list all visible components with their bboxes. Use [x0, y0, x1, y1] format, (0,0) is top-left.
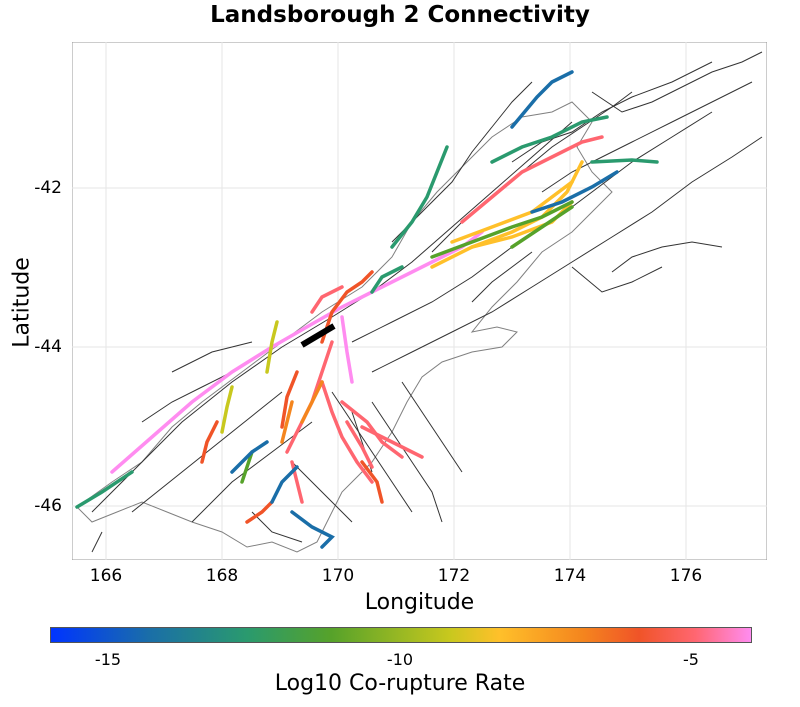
chart-title: Landsborough 2 Connectivity [210, 2, 590, 28]
x-tick-label: 170 [321, 566, 355, 586]
fault-trace [300, 380, 324, 424]
fault-trace [510, 205, 574, 249]
fault-trace [280, 400, 294, 444]
x-tick-label: 174 [553, 566, 587, 586]
colorbar-tick-label: -10 [386, 650, 414, 669]
fault-trace [510, 70, 574, 129]
y-tick-label: -44 [34, 337, 62, 357]
coastline [76, 101, 613, 553]
fault-trace [320, 270, 374, 344]
fault-trace [200, 420, 219, 464]
fault-trace [390, 145, 449, 249]
x-tick-label: 172 [437, 566, 471, 586]
fault-trace [360, 425, 424, 459]
fault-trace [290, 510, 335, 549]
fault-trace [430, 200, 574, 259]
colorbar [50, 627, 752, 643]
map-canvas[interactable] [72, 42, 767, 560]
fault-trace [460, 135, 604, 224]
fault-trace [310, 285, 344, 314]
fault-trace [270, 465, 299, 504]
fault-trace [345, 420, 374, 469]
fault-trace [370, 265, 404, 294]
fault-trace [490, 115, 609, 164]
fault-trace [360, 460, 384, 504]
fault-trace [75, 470, 134, 509]
fault-trace [530, 170, 619, 214]
fault-trace [590, 158, 659, 164]
map-panel[interactable] [72, 42, 767, 560]
fault-trace [230, 440, 269, 474]
fault-trace [320, 380, 374, 484]
fault-trace [265, 320, 279, 374]
source-fault [300, 323, 336, 348]
fault-trace [340, 315, 354, 384]
colorbar-label: Log10 Co-rupture Rate [274, 671, 526, 696]
x-tick-label: 176 [669, 566, 703, 586]
fault-trace [220, 385, 234, 434]
x-axis-label: Longitude [364, 590, 475, 615]
fault-trace [110, 230, 484, 474]
plot-frame [72, 42, 767, 560]
fault-trace [430, 160, 584, 269]
x-tick-label: 166 [89, 566, 123, 586]
fault-trace [245, 500, 274, 524]
corupture-faults [75, 70, 659, 549]
colorbar-tick-label: -15 [94, 650, 122, 669]
y-tick-label: -46 [34, 496, 62, 516]
fault-trace [450, 180, 574, 244]
fault-trace [240, 450, 254, 484]
x-tick-label: 168 [205, 566, 239, 586]
colorbar-tick-label: -5 [683, 650, 699, 669]
y-axis-label: Latitude [9, 257, 35, 348]
fault-trace [280, 370, 299, 429]
y-tick-label: -42 [34, 178, 62, 198]
